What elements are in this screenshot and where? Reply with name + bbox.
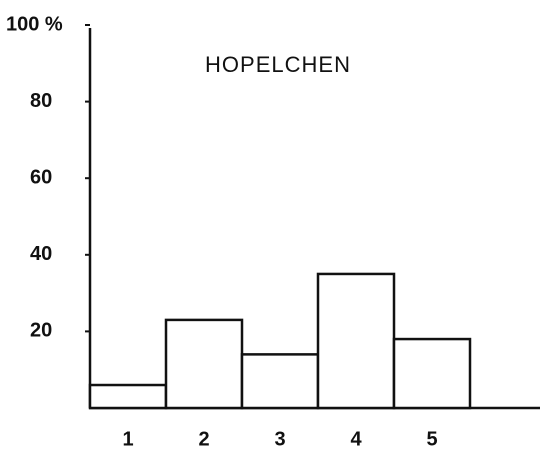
bar [240, 353, 320, 410]
y-tick-label: 20 [30, 320, 52, 342]
x-tick-label: 3 [274, 428, 285, 450]
bar [88, 383, 168, 410]
bar [164, 318, 244, 410]
bar [392, 337, 472, 410]
x-tick-label: 4 [350, 428, 362, 450]
x-tick-label: 1 [122, 428, 133, 450]
y-tick-label: 100 % [6, 13, 63, 35]
bar [316, 272, 396, 410]
x-tick-label: 2 [198, 428, 209, 450]
y-tick-label: 80 [30, 90, 52, 112]
chart-title: HOPELCHEN [205, 52, 351, 77]
y-tick-label: 60 [30, 166, 52, 188]
y-tick-label: 40 [30, 243, 52, 265]
x-tick-label: 5 [426, 428, 437, 450]
